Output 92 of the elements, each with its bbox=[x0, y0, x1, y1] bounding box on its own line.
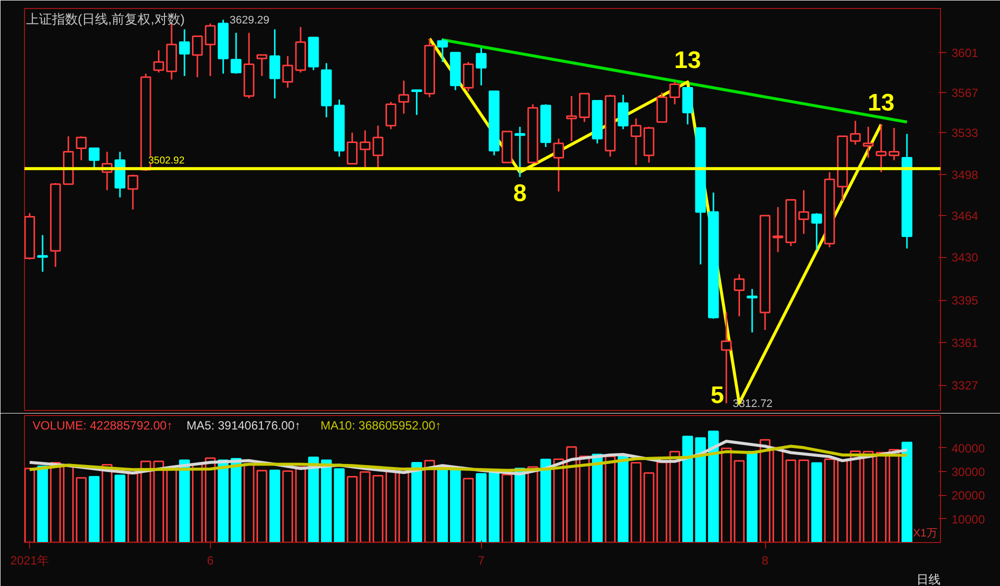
candlestick bbox=[862, 126, 874, 159]
candlestick bbox=[746, 288, 758, 334]
candlestick bbox=[618, 94, 629, 130]
y-tick-label: 30000 bbox=[952, 465, 986, 480]
y-tick-label: 40000 bbox=[952, 441, 986, 456]
bar bbox=[592, 454, 603, 542]
candlestick bbox=[269, 28, 280, 100]
bar bbox=[411, 462, 422, 542]
bar bbox=[746, 450, 758, 542]
y-tick-label: 10000 bbox=[952, 512, 986, 526]
candlestick bbox=[630, 118, 642, 166]
candlestick bbox=[88, 147, 100, 170]
bar bbox=[902, 442, 912, 542]
x-tick-label: 2021年 bbox=[10, 554, 50, 568]
candlestick bbox=[230, 32, 242, 74]
bar bbox=[618, 455, 629, 542]
candlestick bbox=[888, 127, 900, 161]
text: 日线 bbox=[916, 572, 940, 586]
candlestick bbox=[811, 212, 822, 250]
bar bbox=[488, 472, 500, 542]
x-tick-label: 8 bbox=[762, 554, 769, 568]
bar bbox=[230, 458, 242, 542]
bar bbox=[308, 456, 319, 542]
y-tick-label: 3498 bbox=[952, 168, 979, 182]
bar bbox=[514, 468, 526, 542]
y-tick-label: 3464 bbox=[952, 209, 979, 224]
candlestick bbox=[360, 130, 370, 168]
bar bbox=[218, 459, 229, 542]
candlestick bbox=[398, 80, 410, 114]
bar bbox=[321, 459, 332, 542]
text: MA5: 391406176.00↑ bbox=[186, 418, 301, 432]
candlestick bbox=[127, 174, 138, 210]
annotation: 5 bbox=[710, 382, 724, 410]
candlestick bbox=[772, 206, 784, 253]
annotation: 13 bbox=[868, 89, 895, 116]
candlestick bbox=[850, 120, 861, 146]
text: 3312.72 bbox=[732, 398, 773, 410]
candlestick bbox=[566, 95, 577, 142]
x-tick-label: 6 bbox=[206, 554, 214, 568]
candlestick bbox=[153, 50, 164, 74]
candlestick bbox=[76, 136, 87, 161]
y-tick-label: 3533 bbox=[952, 126, 979, 140]
line-series bbox=[28, 444, 908, 472]
annotation: 13 bbox=[674, 46, 701, 74]
annotation: X1万 bbox=[913, 528, 938, 540]
text: 3629.29 bbox=[230, 14, 270, 27]
candlestick bbox=[204, 22, 216, 77]
text: MA10: 368605952.00↑ bbox=[320, 418, 442, 432]
annotation: 8 bbox=[513, 180, 527, 208]
bar bbox=[708, 430, 719, 542]
bar bbox=[540, 458, 552, 542]
candlestick bbox=[553, 138, 564, 192]
candlestick bbox=[411, 89, 422, 116]
y-tick-label: 3567 bbox=[952, 86, 979, 100]
candlestick bbox=[514, 126, 526, 178]
candlestick bbox=[256, 54, 268, 77]
y-tick-label: 3601 bbox=[952, 46, 979, 60]
bar bbox=[114, 474, 126, 542]
candlestick bbox=[346, 132, 358, 165]
candlestick bbox=[579, 92, 590, 123]
x-tick-label: 7 bbox=[478, 554, 485, 568]
candlestick bbox=[462, 61, 474, 92]
candlestick bbox=[386, 101, 396, 130]
candlestick bbox=[798, 189, 810, 235]
bar bbox=[450, 468, 461, 542]
bar bbox=[88, 476, 100, 542]
bar bbox=[476, 473, 487, 542]
candlestick bbox=[37, 234, 48, 273]
bar bbox=[269, 470, 280, 542]
bar bbox=[811, 462, 822, 542]
bar bbox=[682, 436, 694, 542]
bar bbox=[37, 466, 48, 542]
bar bbox=[179, 459, 190, 542]
candlestick bbox=[876, 124, 887, 173]
bar bbox=[695, 437, 706, 542]
candlestick bbox=[282, 55, 294, 89]
y-tick-label: 3395 bbox=[952, 294, 979, 308]
candlestick bbox=[372, 124, 384, 168]
y-tick-label: 3361 bbox=[952, 336, 979, 350]
text: VOLUME: 422885792.00↑ bbox=[32, 418, 173, 432]
bar bbox=[334, 468, 345, 542]
candlestick bbox=[192, 36, 203, 78]
y-tick-label: 20000 bbox=[952, 488, 986, 503]
candlestick bbox=[734, 273, 745, 318]
candlestick bbox=[669, 81, 680, 106]
candlestick bbox=[437, 38, 448, 63]
y-tick-label: 3430 bbox=[952, 250, 979, 265]
y-tick-label: 3327 bbox=[952, 378, 979, 393]
chart-title: 上证指数(日线,前复权,对数) bbox=[26, 12, 185, 26]
candlestick bbox=[476, 47, 487, 86]
ref-line-label: 3502.92 bbox=[148, 156, 185, 167]
candlestick bbox=[179, 28, 190, 77]
